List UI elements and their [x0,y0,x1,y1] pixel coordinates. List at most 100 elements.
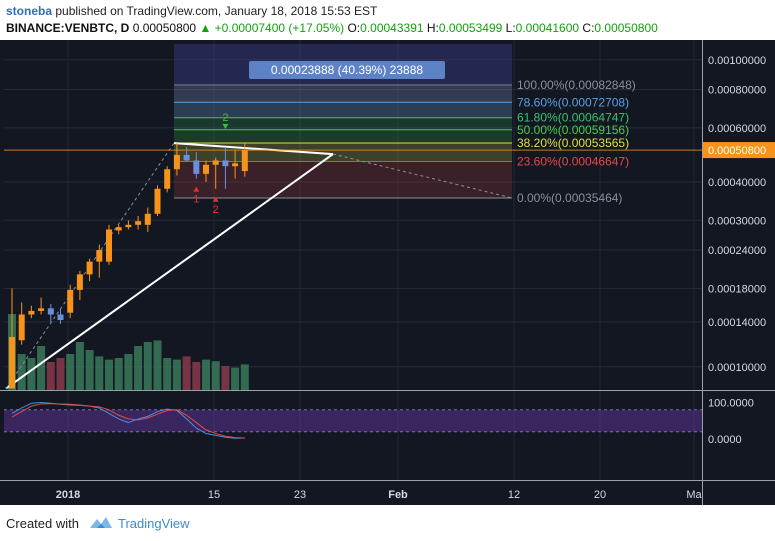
volume-bar [75,342,84,390]
chart-header: stoneba published on TradingView.com, Ja… [0,0,775,40]
volume-bar [240,364,249,390]
candle-body [125,224,132,228]
oscillator-tick-label: 100.0000 [708,397,754,409]
oscillator-tick-label: 0.0000 [708,434,742,446]
open-label: O: [347,21,361,35]
signal-markers: 2 1 2 [193,112,228,216]
candle-body [106,229,112,262]
candle-body [173,154,180,170]
marker-arrow-icon [222,123,229,129]
x-tick-label: 2018 [56,489,80,501]
last-price-tag [703,142,775,159]
low-label: L: [505,21,516,35]
x-tick-label: 20 [594,489,606,501]
author-link[interactable]: stoneba [6,4,53,18]
ohlc-line: BINANCE:VENBTC, D 0.00050800 ▲ +0.000074… [6,21,658,35]
marker-label: 2 [222,112,228,124]
x-tick-label: 15 [208,489,220,501]
candles [9,143,248,389]
fib-zone [174,117,512,130]
candle-body [212,160,219,165]
open-value: 0.00043391 [360,21,424,35]
candle-body [57,314,64,321]
oscillator-series-line [11,403,245,439]
candle-body [67,289,74,313]
drawings[interactable] [4,142,702,390]
y-tick-label: 0.00024000 [708,245,766,257]
candle-body [193,160,200,174]
trend-line-lower [5,153,334,390]
fib-level-label: 0.00%(0.00035464) [517,191,622,205]
close-value: 0.00050800 [594,21,658,35]
marker-label: 2 [213,204,219,216]
candle-body [18,314,25,341]
price-chart[interactable]: 100.00%(0.00082848) 78.60%(0.00072708) 61.… [0,40,775,505]
candle-body [154,188,161,214]
candle-body [86,261,93,275]
volume-bar [56,358,65,390]
tradingview-brand-link[interactable]: TradingView [118,516,190,531]
fib-trend-dashed [332,153,513,199]
volume-bar [105,359,113,390]
volume-bar [95,356,104,390]
volume-bar [163,358,172,390]
fib-level-label: 61.80%(0.00064747) [517,111,629,125]
candle-body [115,227,122,231]
volume-bar [46,362,55,390]
fib-zone [174,161,512,198]
high-label: H: [426,21,439,35]
candle-body [222,160,229,167]
candle-body [203,164,209,174]
volume-bar [27,358,36,390]
y-tick-label: 0.00014000 [708,317,766,329]
y-tick-label: 0.00080000 [708,85,766,97]
close-label: C: [582,21,595,35]
volume-bar [134,346,143,390]
fib-retracement[interactable]: 100.00%(0.00082848) 78.60%(0.00072708) 61.… [174,44,636,205]
candle-body [76,274,83,290]
fib-zone [174,143,512,162]
x-tick-label: 23 [294,489,306,501]
high-value: 0.00053499 [438,21,503,35]
volume-bar [143,342,152,390]
candle-body [164,169,171,189]
candle-body [183,154,190,161]
oscillator-band [4,409,702,432]
fib-level-label: 38.20%(0.00053565) [517,136,629,150]
volume-bar [114,358,123,390]
candle-body [28,310,35,315]
last-price-label: 0.00050800 [708,145,766,157]
published-text: published on TradingView.com, January 18… [55,4,378,18]
marker-arrow-icon [212,196,219,202]
candle-body [96,250,103,262]
candle-body [9,337,15,389]
y-tick-label: 0.00100000 [708,55,766,67]
fib-zone [174,129,512,144]
fib-level-label: 50.00%(0.00059156) [517,123,629,137]
x-tick-label: Feb [388,489,408,501]
volume-bar [211,361,220,390]
footer: Created with TradingView [0,505,775,541]
low-value: 0.00041600 [515,21,580,35]
marker-arrow-icon [193,186,200,192]
fib-level-label: 100.00%(0.00082848) [517,78,636,92]
measure-label-bg [249,61,445,79]
x-tick-label: Ma [686,489,702,501]
marker-label: 1 [193,194,199,206]
volume-bar [221,366,230,390]
candle-body [135,221,142,225]
fib-trend-dashed [5,142,175,389]
symbol-label: BINANCE:VENBTC, D [6,21,130,35]
x-tick-label: 12 [508,489,520,501]
candle-body [232,163,239,167]
y-tick-label: 0.00040000 [708,177,766,189]
tradingview-cloud-icon[interactable] [88,514,114,530]
volume-bar [153,340,162,390]
volume-bar [17,354,26,390]
volume-bar [66,354,75,390]
volume-bar [202,359,210,390]
publish-line: stoneba published on TradingView.com, Ja… [6,4,377,18]
y-tick-label: 0.00010000 [708,362,766,374]
volume-bar [124,354,133,390]
price-value: 0.00050800 [132,21,197,35]
